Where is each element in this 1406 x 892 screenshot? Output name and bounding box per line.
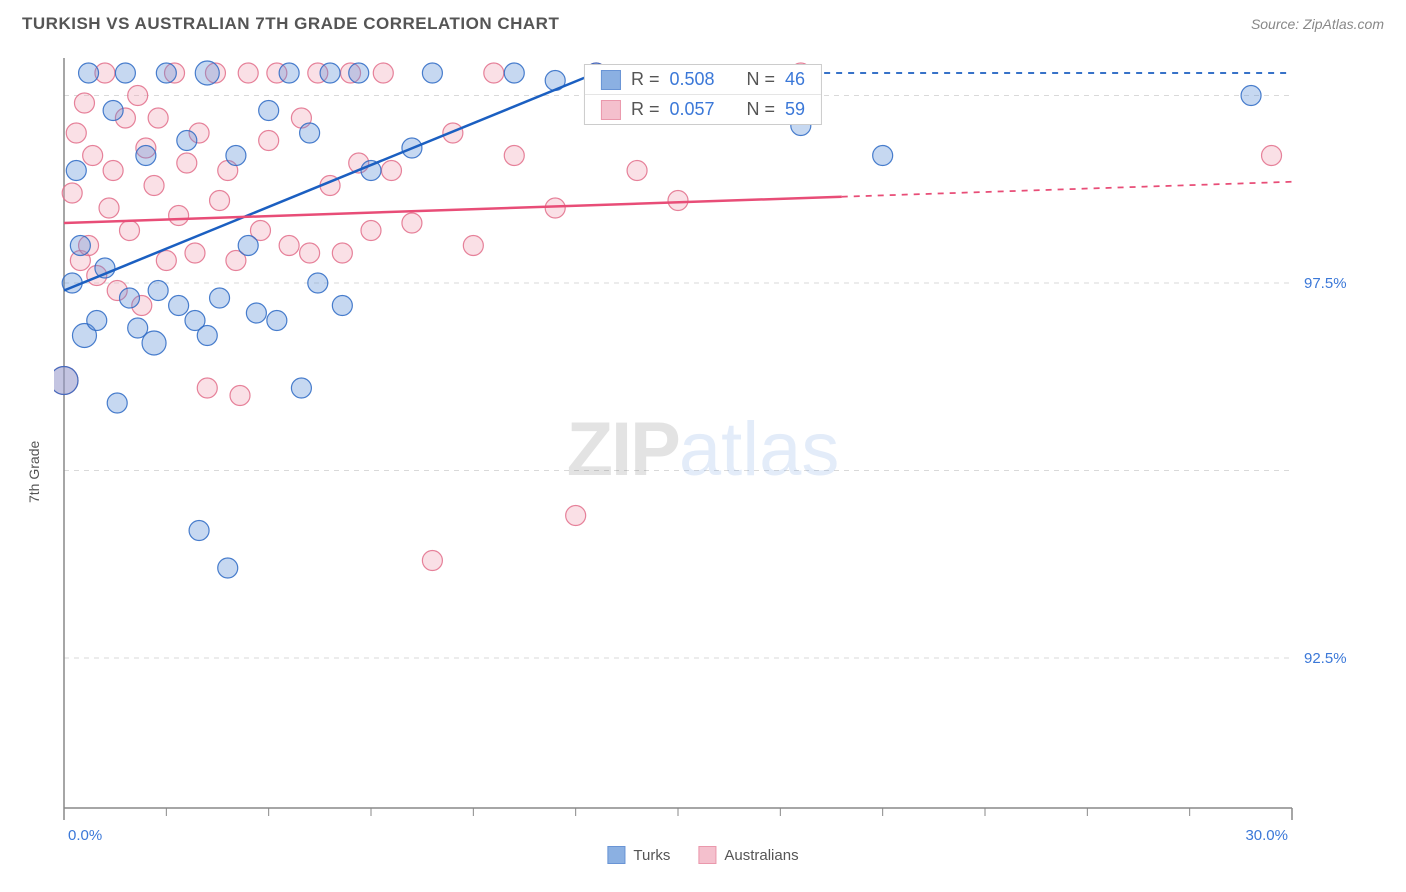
- swatch-turks: [601, 70, 621, 90]
- corr-row-turks: R = 0.508 N = 46: [585, 65, 821, 94]
- chart-container: 7th Grade 92.5%97.5%0.0%30.0% ZIPatlas R…: [24, 48, 1382, 868]
- svg-text:30.0%: 30.0%: [1245, 827, 1288, 844]
- series-legend: Turks Australians: [607, 846, 798, 864]
- n-label: N =: [747, 99, 776, 120]
- n-label: N =: [747, 69, 776, 90]
- n-value: 59: [785, 99, 805, 120]
- r-value: 0.508: [669, 69, 714, 90]
- svg-text:97.5%: 97.5%: [1304, 275, 1347, 292]
- r-label: R =: [631, 99, 660, 120]
- legend-item-aus: Australians: [698, 846, 798, 864]
- correlation-legend: R = 0.508 N = 46 R = 0.057 N = 59: [584, 64, 822, 125]
- y-axis-label: 7th Grade: [26, 441, 42, 503]
- corr-row-aus: R = 0.057 N = 59: [585, 94, 821, 124]
- svg-text:0.0%: 0.0%: [68, 827, 102, 844]
- legend-item-turks: Turks: [607, 846, 670, 864]
- chart-title: TURKISH VS AUSTRALIAN 7TH GRADE CORRELAT…: [22, 14, 559, 34]
- source-attribution: Source: ZipAtlas.com: [1251, 16, 1384, 32]
- svg-text:92.5%: 92.5%: [1304, 650, 1347, 667]
- r-value: 0.057: [669, 99, 714, 120]
- r-label: R =: [631, 69, 660, 90]
- legend-swatch-turks: [607, 846, 625, 864]
- legend-label-turks: Turks: [633, 847, 670, 864]
- legend-label-aus: Australians: [724, 847, 798, 864]
- n-value: 46: [785, 69, 805, 90]
- legend-swatch-aus: [698, 846, 716, 864]
- swatch-aus: [601, 100, 621, 120]
- scatter-chart: 92.5% 97.5% 0.0% 30.0%: [54, 48, 1382, 868]
